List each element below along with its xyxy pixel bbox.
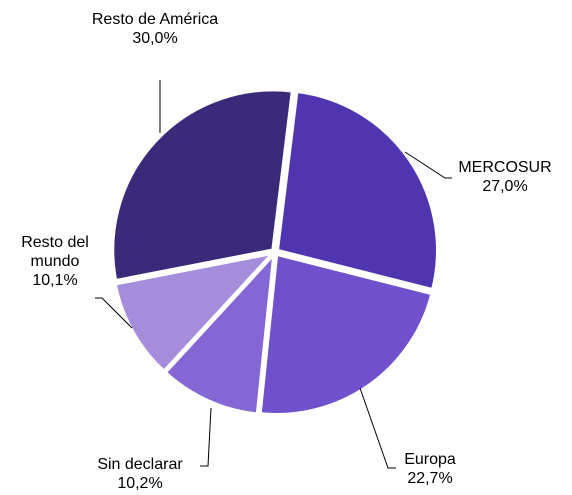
category-label: Resto de América [91,11,219,28]
data-label: Europa 22,7% [380,450,480,488]
value-label: 27,0% [482,178,528,195]
value-label: 22,7% [407,470,453,487]
pie-slice [111,88,294,283]
category-label: Resto del mundo [21,234,89,270]
data-label: Resto de América 30,0% [90,10,220,48]
leader-line [200,407,212,467]
value-label: 10,2% [117,475,163,492]
value-label: 10,1% [32,272,78,289]
leader-line [359,387,396,469]
category-label: Sin declarar [97,456,183,473]
pie-slice [113,251,277,374]
data-label: MERCOSUR 27,0% [445,158,565,196]
pie-slice [258,252,434,416]
leader-line [95,297,133,329]
leader-line [404,151,452,179]
value-label: 30,0% [132,30,178,47]
category-label: MERCOSUR [458,159,552,176]
pie-slice [163,250,276,416]
pie-slice [275,89,439,292]
data-label: Sin declarar 10,2% [70,455,210,493]
category-label: Europa [404,451,456,468]
data-label: Resto del mundo 10,1% [0,233,110,290]
